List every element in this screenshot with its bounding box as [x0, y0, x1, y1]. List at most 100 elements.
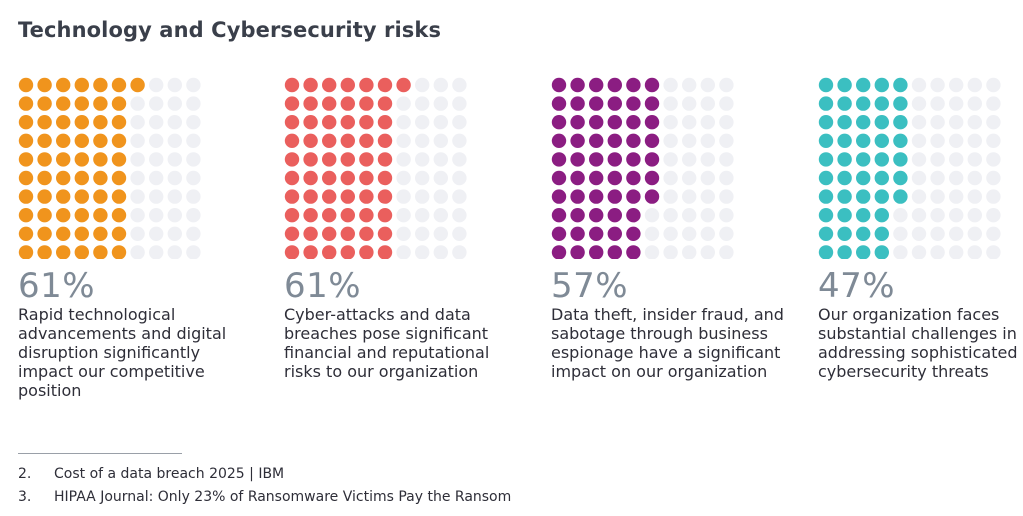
waffle-dot-filled	[18, 115, 34, 130]
waffle-dot-empty	[930, 245, 945, 259]
waffle-dot-filled	[551, 115, 567, 130]
waffle-dot-filled	[56, 96, 71, 111]
waffle-dot-empty	[700, 245, 715, 259]
waffle-dot-filled	[893, 115, 908, 130]
waffle-dot-empty	[700, 96, 715, 111]
waffle-dot-empty	[911, 115, 927, 130]
waffle-dot-filled	[874, 208, 889, 223]
waffle-dot-filled	[359, 133, 374, 148]
waffle-dot-filled	[874, 152, 889, 167]
waffle-dot-filled	[607, 152, 622, 167]
waffle-dot-empty	[986, 189, 1001, 204]
waffle-dot-filled	[322, 226, 337, 241]
waffle-dot-empty	[986, 77, 1001, 93]
waffle-dot-filled	[551, 189, 567, 204]
waffle-dot-empty	[911, 77, 927, 93]
waffle-dot-filled	[359, 170, 374, 186]
waffle-dot-filled	[322, 133, 337, 148]
waffle-dot-empty	[396, 170, 411, 186]
waffle-dot-filled	[93, 133, 108, 148]
waffle-dot-filled	[837, 170, 852, 186]
waffle-dot-filled	[74, 226, 89, 241]
waffle-dot-empty	[452, 208, 467, 223]
stat-card-2: 61% Cyber-attacks and data breaches pose…	[284, 77, 534, 381]
waffle-dot-empty	[396, 152, 411, 167]
waffle-dot-empty	[967, 133, 982, 148]
waffle-dot-filled	[818, 96, 834, 111]
waffle-dot-filled	[93, 170, 108, 186]
waffle-dot-filled	[893, 96, 908, 111]
waffle-dot-empty	[682, 115, 697, 130]
waffle-dot-empty	[986, 152, 1001, 167]
waffle-dot-filled	[551, 226, 567, 241]
waffle-dot-empty	[149, 96, 164, 111]
waffle-dot-filled	[303, 245, 318, 259]
waffle-dot-filled	[644, 152, 660, 167]
waffle-dot-filled	[56, 115, 71, 130]
waffle-dot-filled	[626, 170, 641, 186]
waffle-dot-empty	[433, 152, 448, 167]
waffle-dot-filled	[551, 96, 567, 111]
waffle-dot-filled	[837, 152, 852, 167]
waffle-dot-filled	[340, 152, 355, 167]
waffle-dot-empty	[186, 208, 201, 223]
waffle-dot-filled	[93, 245, 108, 259]
waffle-dot-filled	[377, 133, 393, 148]
waffle-dot-filled	[56, 245, 71, 259]
waffle-dot-filled	[589, 208, 604, 223]
waffle-dot-empty	[186, 133, 201, 148]
waffle-dot-empty	[719, 208, 734, 223]
waffle-dot-filled	[18, 77, 34, 93]
waffle-dot-filled	[589, 152, 604, 167]
waffle-dot-empty	[186, 226, 201, 241]
waffle-dot-filled	[37, 170, 52, 186]
waffle-dot-empty	[700, 133, 715, 148]
waffle-dot-filled	[93, 115, 108, 130]
waffle-dot-filled	[551, 170, 567, 186]
waffle-dot-empty	[452, 152, 467, 167]
waffle-dot-empty	[719, 115, 734, 130]
waffle-dot-filled	[322, 245, 337, 259]
waffle-dot-filled	[570, 133, 585, 148]
waffle-dot-filled	[856, 208, 871, 223]
waffle-dot-filled	[303, 96, 318, 111]
stat-description-4: Our organization faces substantial chall…	[818, 305, 1018, 381]
waffle-dot-filled	[589, 77, 604, 93]
waffle-dot-filled	[284, 208, 300, 223]
waffle-dot-filled	[874, 189, 889, 204]
waffle-dot-filled	[607, 208, 622, 223]
waffle-dot-filled	[93, 77, 108, 93]
waffle-dot-empty	[911, 133, 927, 148]
waffle-dot-filled	[111, 189, 127, 204]
waffle-dot-filled	[874, 170, 889, 186]
waffle-dot-filled	[856, 133, 871, 148]
waffle-dot-empty	[949, 115, 964, 130]
waffle-dot-empty	[186, 96, 201, 111]
waffle-dot-filled	[284, 189, 300, 204]
waffle-dot-filled	[570, 226, 585, 241]
waffle-dot-empty	[682, 152, 697, 167]
waffle-dot-empty	[719, 77, 734, 93]
waffle-dot-filled	[377, 226, 393, 241]
waffle-dot-empty	[149, 245, 164, 259]
waffle-dot-filled	[589, 245, 604, 259]
waffle-dot-empty	[186, 245, 201, 259]
waffle-dot-filled	[818, 189, 834, 204]
waffle-dot-empty	[893, 245, 908, 259]
footnote-divider	[18, 453, 182, 454]
waffle-dot-filled	[570, 208, 585, 223]
waffle-dot-filled	[818, 115, 834, 130]
waffle-dot-filled	[837, 77, 852, 93]
waffle-dot-filled	[18, 208, 34, 223]
waffle-dot-filled	[74, 115, 89, 130]
waffle-dot-empty	[967, 96, 982, 111]
waffle-dot-empty	[719, 133, 734, 148]
waffle-dot-empty	[663, 77, 678, 93]
waffle-dot-filled	[284, 245, 300, 259]
waffle-dot-filled	[607, 133, 622, 148]
waffle-dot-empty	[415, 77, 430, 93]
waffle-chart-3	[551, 77, 734, 259]
waffle-dot-empty	[682, 133, 697, 148]
waffle-dot-empty	[433, 96, 448, 111]
waffle-dot-empty	[700, 115, 715, 130]
